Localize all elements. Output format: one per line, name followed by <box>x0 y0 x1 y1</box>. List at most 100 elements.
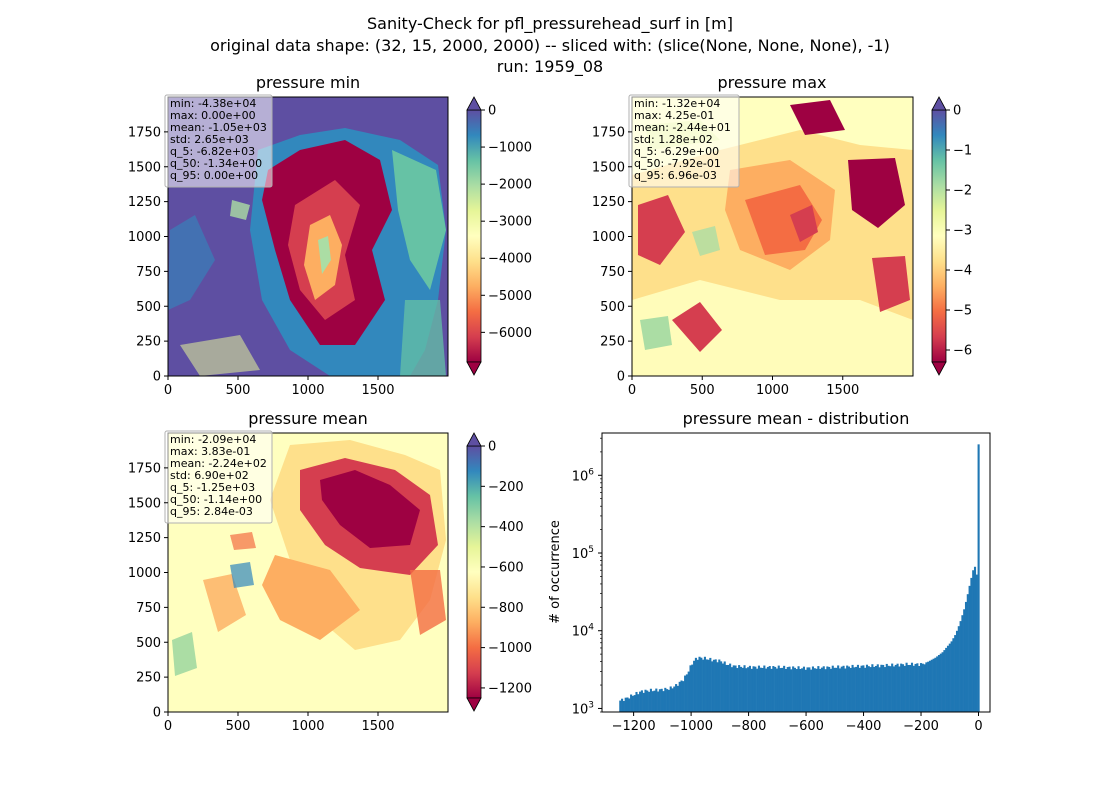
stat-label-min: min: <box>170 433 198 446</box>
histogram-bar <box>702 659 705 712</box>
histogram-bar <box>716 662 719 712</box>
colorbar-tick-label: −1000 <box>488 641 532 656</box>
histogram-bar <box>930 659 933 712</box>
histogram-bar <box>750 668 753 712</box>
histogram-bar <box>711 661 714 712</box>
histogram-bar <box>691 664 694 712</box>
histogram-bar <box>957 626 960 712</box>
histogram-bar <box>727 664 730 712</box>
histogram-bar <box>824 669 827 712</box>
colorbar-tick-label: 0 <box>953 104 961 119</box>
colorbar-extend-over <box>931 96 947 111</box>
x-tick-label: 0 <box>974 719 982 734</box>
colorbar-tick-label: 0 <box>488 440 496 455</box>
histogram-bar <box>880 664 883 712</box>
svg-text:std: 1.28e+02: std: 1.28e+02 <box>634 133 713 146</box>
x-tick-label: 1500 <box>826 383 859 398</box>
histogram-bar <box>705 659 708 712</box>
stat-label-std: std: <box>170 469 194 482</box>
histogram-bar <box>869 667 872 712</box>
histogram-bar <box>874 665 878 712</box>
histogram-bar <box>840 666 843 712</box>
y-tick-label: 500 <box>136 300 161 315</box>
histogram-bar <box>772 666 775 712</box>
histogram-bar <box>660 688 663 712</box>
histogram-bar <box>829 668 833 712</box>
histogram-bar <box>964 601 968 712</box>
stat-mean: -1.05e+03 <box>208 121 266 134</box>
stat-label-q50: q_50: <box>170 493 204 506</box>
histogram-bar <box>797 666 800 712</box>
histogram-bar <box>635 691 638 712</box>
histogram-bar <box>864 667 867 712</box>
histogram-bar <box>673 686 676 712</box>
histogram-bar <box>891 663 894 712</box>
histogram-bar <box>752 666 755 712</box>
histogram-bar <box>856 664 860 712</box>
stat-label-q50: q_50: <box>634 157 668 170</box>
stat-label-min: min: <box>634 97 662 110</box>
svg-text:mean: -1.05e+03: mean: -1.05e+03 <box>170 121 267 134</box>
histogram-bar <box>736 668 739 712</box>
y-axis: 0 250 500 750 1000 1250 1500 1750 <box>128 125 168 385</box>
stat-label-mean: mean: <box>634 121 672 134</box>
stat-label-q95: q_95: <box>170 505 204 518</box>
y-tick-label: 500 <box>600 300 625 315</box>
histogram-bar <box>678 681 681 712</box>
stats-box: min: -1.32e+04 max: 4.25e-01 mean: -2.44… <box>628 94 740 188</box>
histogram-bar <box>973 566 977 712</box>
histogram-bar <box>671 688 674 712</box>
stat-mean: -2.44e+01 <box>672 121 730 134</box>
svg-text:min: -4.38e+04: min: -4.38e+04 <box>170 97 256 110</box>
histogram-bar <box>786 667 789 712</box>
y-tick-label: 0 <box>617 370 625 385</box>
histogram-bar <box>919 663 923 712</box>
histogram-bar <box>694 657 697 712</box>
histogram-bar <box>817 666 820 712</box>
stat-std: 1.28e+02 <box>658 133 712 146</box>
svg-text:q_95: 0.00e+00: q_95: 0.00e+00 <box>170 169 258 182</box>
stat-label-max: max: <box>170 109 201 122</box>
svg-text:max: 4.25e-01: max: 4.25e-01 <box>634 109 714 122</box>
y-tick-label: 1250 <box>128 531 161 546</box>
y-tick-label: 750 <box>136 601 161 616</box>
y-tick-label: 1500 <box>592 160 625 175</box>
histogram-bar <box>655 688 658 712</box>
y-axis-label: # of occurrence <box>548 520 563 624</box>
histogram-bar <box>734 665 737 712</box>
stat-q95: 0.00e+00 <box>204 169 258 182</box>
x-tick-label: 0 <box>164 719 172 734</box>
histogram-bar <box>934 657 937 712</box>
histogram-bar <box>961 615 964 712</box>
histogram-bar <box>873 666 876 712</box>
histogram-bar <box>633 695 636 712</box>
histogram-bar <box>838 668 842 712</box>
histogram-bar <box>831 665 834 712</box>
colorbar-tick-label: −1000 <box>488 141 532 156</box>
histogram-bar <box>657 691 660 712</box>
svg-text:q_95: 6.96e-03: q_95: 6.96e-03 <box>634 169 717 182</box>
histogram-bar <box>806 667 809 712</box>
y-axis: 103 104 105 106 <box>572 437 602 717</box>
stat-label-mean: mean: <box>170 121 208 134</box>
histogram-bar <box>946 645 950 712</box>
histogram-bar <box>745 668 748 712</box>
histogram-bar <box>763 665 766 712</box>
y-tick-label: 1750 <box>592 125 625 140</box>
histogram-bar <box>621 698 624 712</box>
histogram-bar <box>846 665 849 712</box>
histogram-bar <box>689 665 692 712</box>
svg-text:mean: -2.24e+02: mean: -2.24e+02 <box>170 457 267 470</box>
histogram-bar <box>680 680 683 712</box>
stat-max: 3.83e-01 <box>201 445 250 458</box>
histogram-bar <box>766 666 769 712</box>
histogram-bar <box>795 669 798 712</box>
y-tick-label: 0 <box>153 370 161 385</box>
svg-text:std: 6.90e+02: std: 6.90e+02 <box>170 469 249 482</box>
histogram-bar <box>642 692 645 712</box>
histogram-bar <box>932 658 935 712</box>
svg-text:min: -1.32e+04: min: -1.32e+04 <box>634 97 720 110</box>
histogram-bar <box>777 665 780 712</box>
stats-box: min: -4.38e+04 max: 0.00e+00 mean: -1.05… <box>164 94 273 188</box>
heatmap-image <box>632 97 913 376</box>
